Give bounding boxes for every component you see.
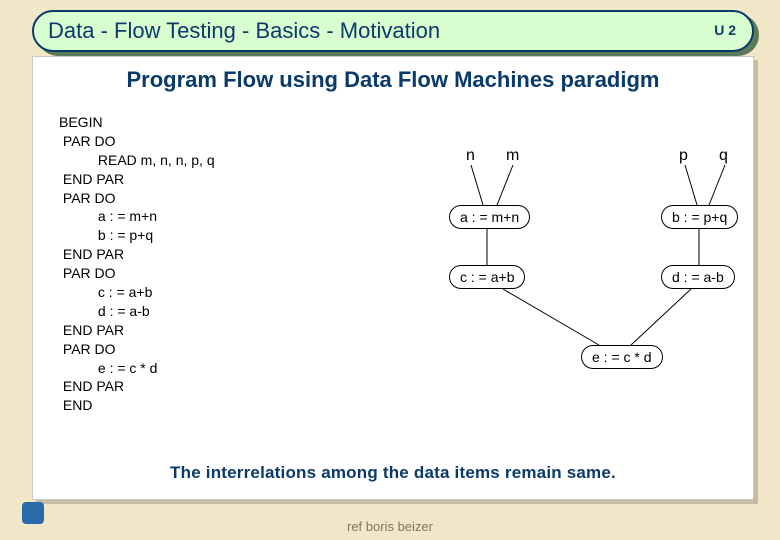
- var-label: p: [679, 147, 688, 165]
- flow-node: d : = a-b: [661, 265, 735, 289]
- flow-node: e : = c * d: [581, 345, 663, 369]
- subtitle: Program Flow using Data Flow Machines pa…: [33, 67, 753, 93]
- slide-body: Program Flow using Data Flow Machines pa…: [32, 56, 754, 500]
- title-banner: Data - Flow Testing - Basics - Motivatio…: [32, 10, 754, 52]
- pseudocode-block: BEGIN PAR DO READ m, n, n, p, q END PAR …: [59, 113, 319, 415]
- flow-edge: [631, 289, 691, 345]
- banner-title: Data - Flow Testing - Basics - Motivatio…: [48, 18, 440, 44]
- flow-edge: [497, 165, 513, 205]
- flow-edge: [709, 165, 725, 205]
- flow-edge: [685, 165, 697, 205]
- var-label: q: [719, 147, 728, 165]
- dataflow-diagram: n m p q a : = m+n b : = p+q c : = a+b d : = a-…: [431, 117, 741, 417]
- flow-node: b : = p+q: [661, 205, 738, 229]
- flow-node: c : = a+b: [449, 265, 525, 289]
- flow-edge: [503, 289, 599, 345]
- flow-edge: [471, 165, 483, 205]
- var-label: m: [506, 147, 519, 165]
- flow-node: a : = m+n: [449, 205, 530, 229]
- unit-tag: U 2: [714, 22, 736, 38]
- reference-text: ref boris beizer: [0, 519, 780, 534]
- footer-note: The interrelations among the data items …: [33, 463, 753, 483]
- var-label: n: [466, 147, 475, 165]
